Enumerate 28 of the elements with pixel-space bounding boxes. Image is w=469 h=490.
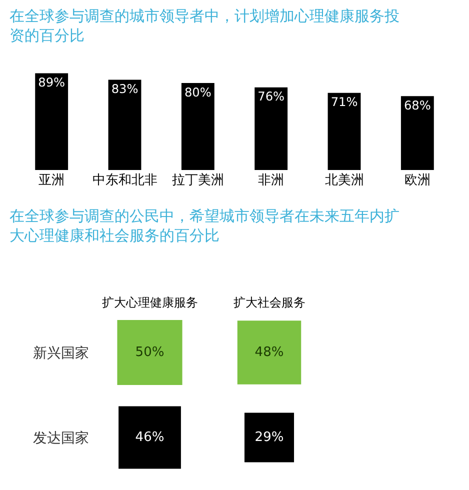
bar (108, 80, 142, 170)
x-tick-label: 亚洲 (38, 173, 65, 188)
bar (328, 92, 361, 170)
bar (254, 87, 288, 170)
text: 新兴国家 (33, 345, 89, 362)
data-label: 80% (184, 85, 212, 100)
data-label: 50% (135, 344, 164, 360)
bar (35, 73, 68, 170)
data-label: 46% (135, 430, 164, 445)
data-label: 29% (254, 430, 284, 445)
data-label: 89% (38, 76, 66, 90)
text: 在全球参与调查的公民中，希望城市领导者在未来五年内扩大心理健康和社会服务的百分比 (9, 207, 400, 244)
x-tick-label: 欧洲 (404, 173, 430, 188)
category-label: 扩大社会服务 (233, 296, 306, 310)
text: 发达国家 (33, 430, 89, 446)
chart-title: 在全球参与调查的城市领导者中，计划增加心理健康服务投资的百分比 (9, 7, 400, 44)
x-tick-label: 非洲 (258, 173, 284, 188)
bar (400, 96, 434, 170)
data-label: 71% (330, 95, 358, 110)
x-tick-label: 中东和北非 (92, 173, 158, 188)
bar (181, 83, 214, 170)
x-tick-label: 拉丁美洲 (172, 172, 224, 188)
data-label: 76% (258, 90, 285, 104)
data-label: 68% (404, 98, 431, 112)
data-label: 48% (254, 344, 284, 360)
data-label: 83% (111, 82, 138, 96)
x-tick-label: 北美洲 (324, 172, 364, 188)
category-label: 扩大心理健康服务 (102, 296, 198, 310)
